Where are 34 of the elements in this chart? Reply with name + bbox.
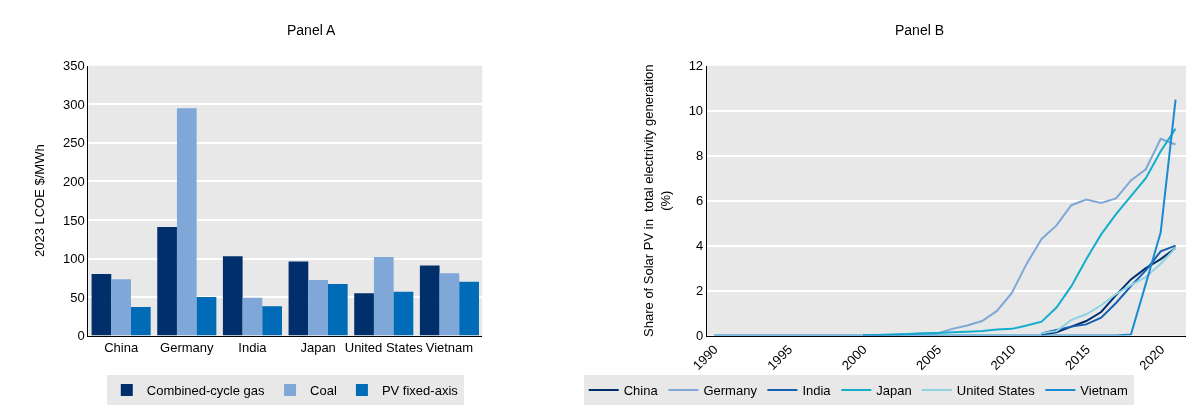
y-tick-label: 250 <box>63 135 85 151</box>
y-tick-label: 100 <box>63 251 85 267</box>
y-tick-label: 2 <box>695 283 704 299</box>
x-tick-label: Germany <box>160 340 215 356</box>
y-tick-label: 0 <box>695 328 704 344</box>
chart-title: Panel A <box>287 22 336 38</box>
legend-label: China <box>623 383 659 399</box>
x-tick-label: United States <box>344 340 424 356</box>
legend-label: Coal <box>310 383 337 399</box>
y-tick-label: 4 <box>695 238 704 254</box>
y-tick-label: 200 <box>63 173 85 189</box>
y-tick-label: 8 <box>695 148 704 164</box>
legend-label: Germany <box>703 383 758 399</box>
chart-title: Panel B <box>895 22 945 38</box>
legend-label: India <box>802 383 832 399</box>
legend-label: Japan <box>876 383 912 399</box>
y-tick-label: 150 <box>63 212 85 228</box>
legend-label: PV fixed-axis <box>381 383 459 399</box>
y-axis-title: Share of Solar PV in total electrivity generation (%) <box>640 64 673 337</box>
y-tick-label: 350 <box>63 58 85 74</box>
legend-label: United States <box>956 383 1036 399</box>
legend-label: Combined-cycle gas <box>146 383 266 399</box>
x-tick-label: India <box>238 340 268 356</box>
y-tick-label: 6 <box>695 193 704 209</box>
x-tick-label: Japan <box>300 340 336 356</box>
y-tick-label: 50 <box>70 289 85 305</box>
x-tick-label: Vietnam <box>425 340 474 356</box>
x-tick-label: China <box>104 340 139 356</box>
legend-label: Vietnam <box>1080 383 1128 399</box>
y-tick-label: 10 <box>688 103 704 119</box>
y-tick-label: 0 <box>77 328 85 344</box>
y-tick-label: 300 <box>63 96 85 112</box>
y-axis-title: 2023 LCOE $/MWh <box>31 144 47 258</box>
y-tick-label: 12 <box>688 58 704 74</box>
